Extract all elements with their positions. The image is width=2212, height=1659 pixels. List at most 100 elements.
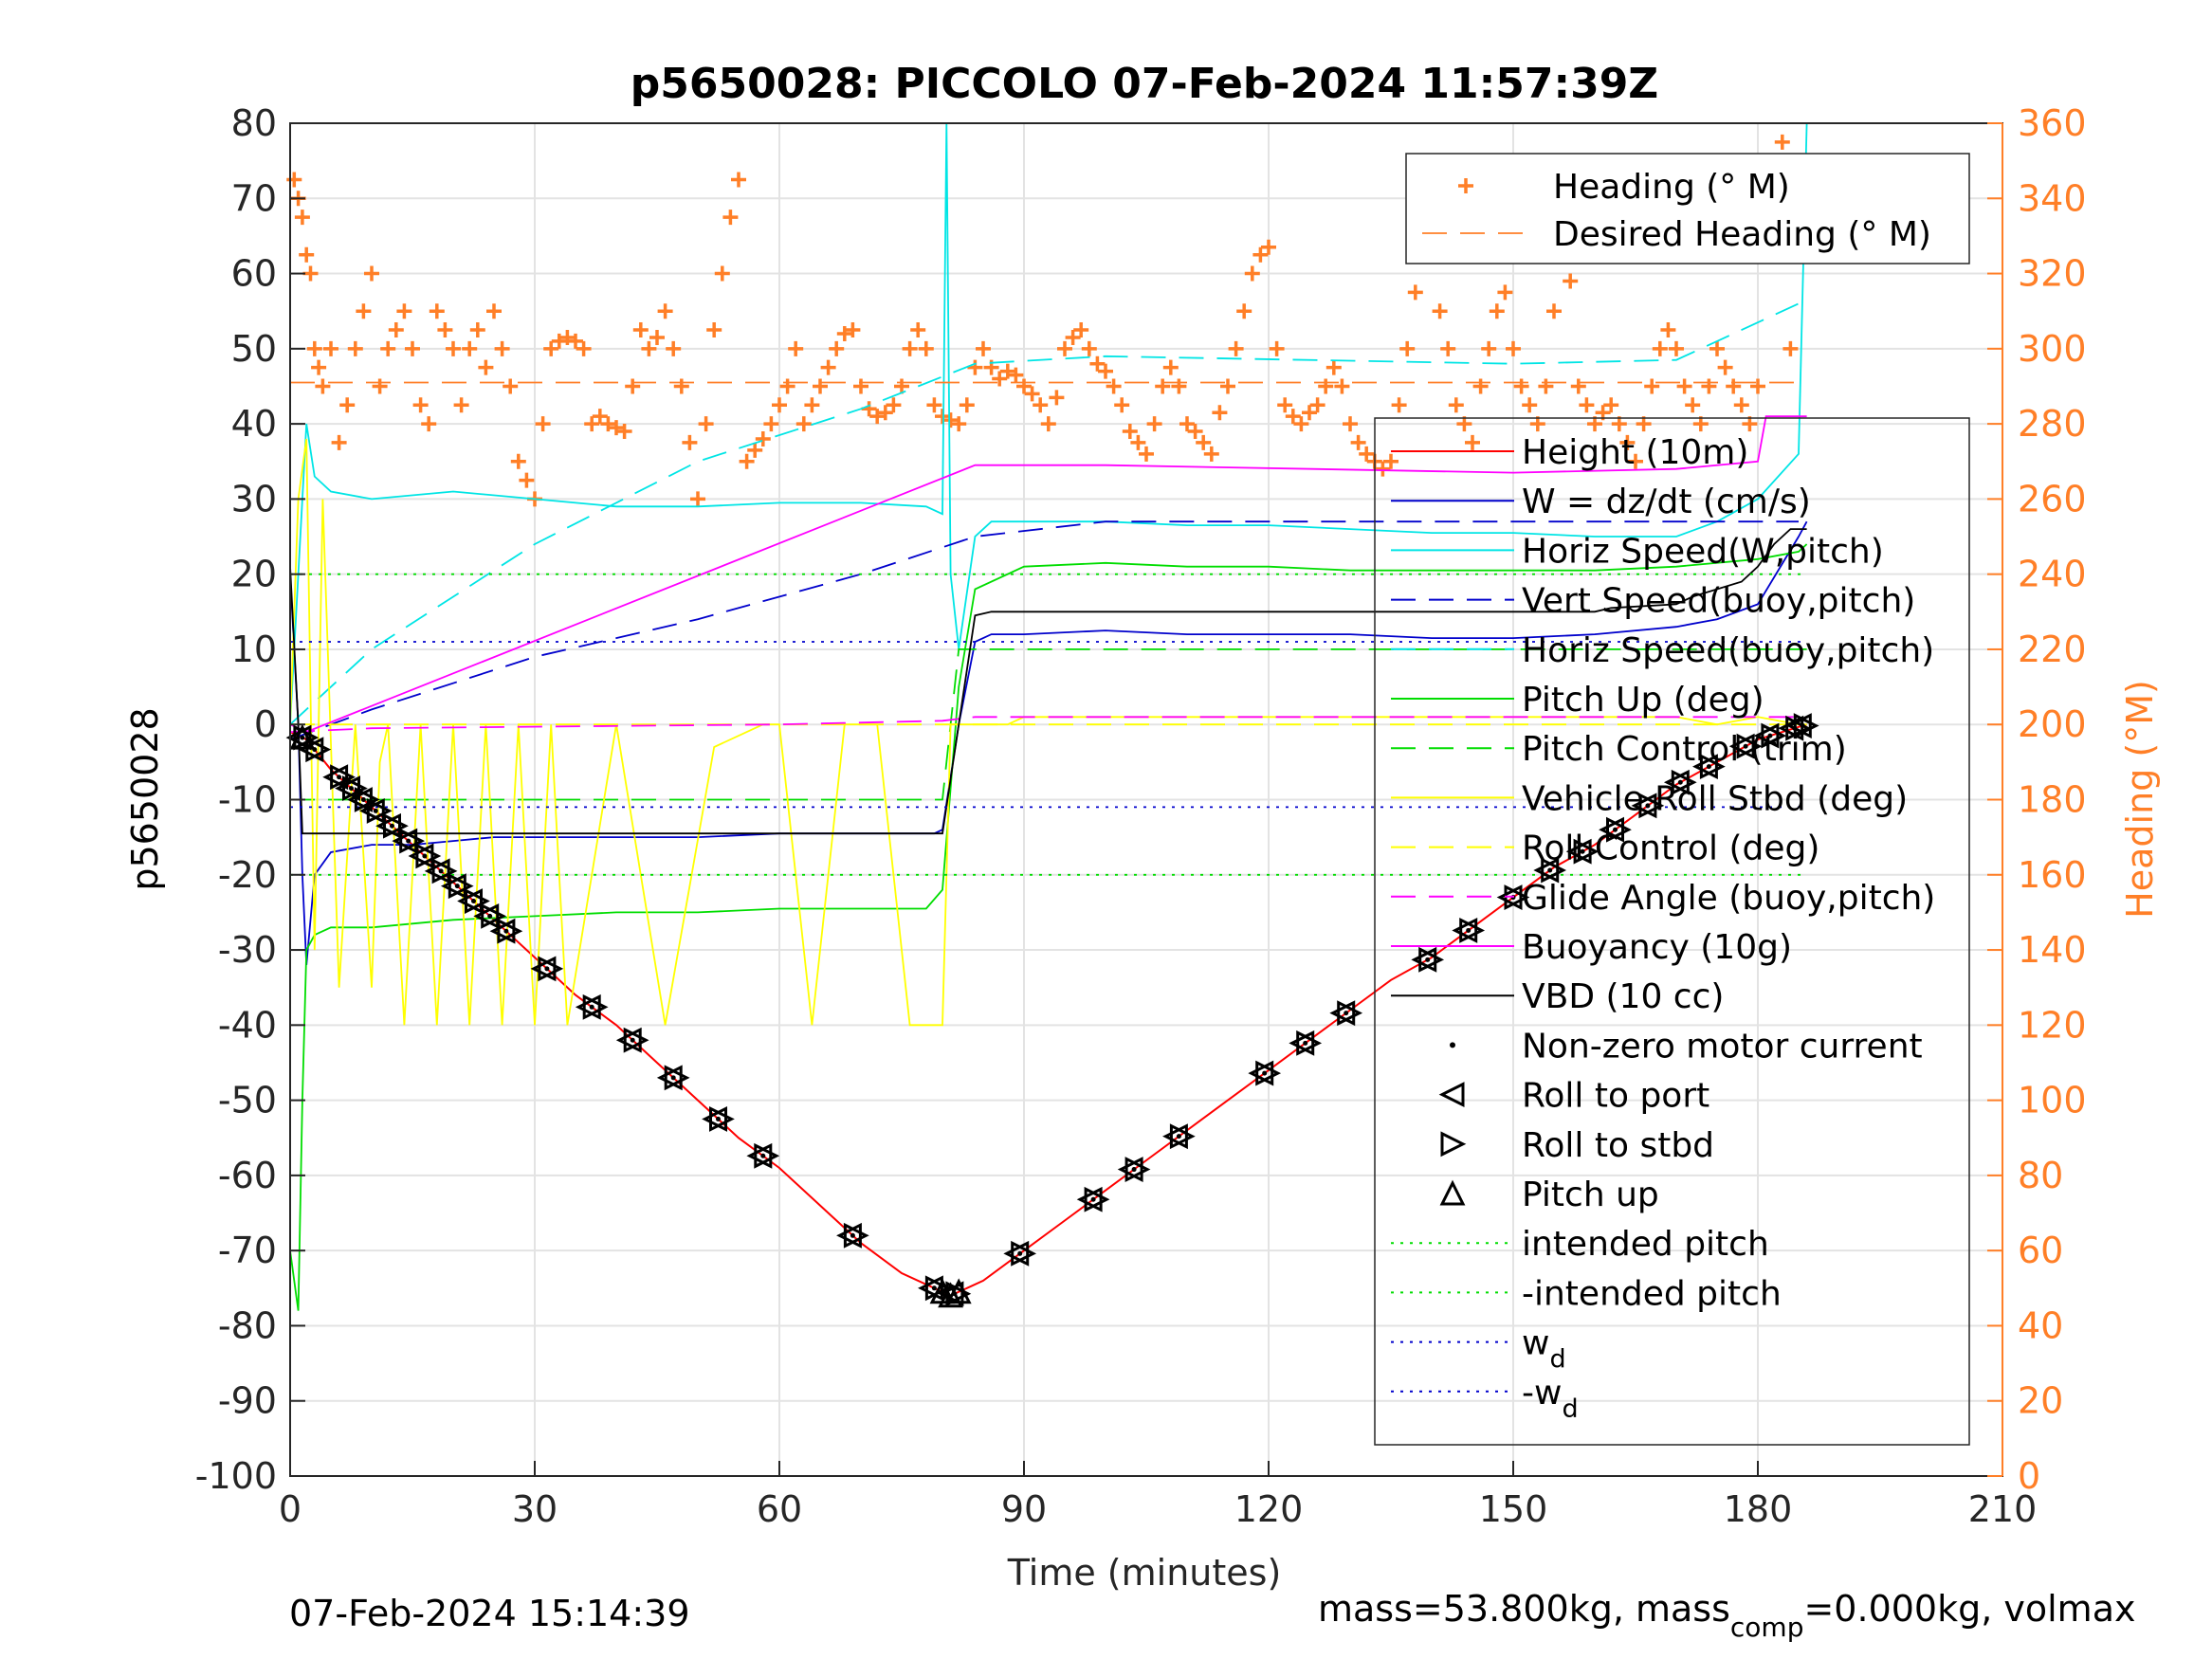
roll-port-marker <box>358 797 385 824</box>
motor-current-dot <box>1580 848 1585 854</box>
heading-point <box>494 340 510 356</box>
heading-point <box>412 397 429 413</box>
legend-label: Glide Angle (buoy,pitch) <box>1522 879 1935 918</box>
series-line <box>289 723 1807 1297</box>
motor-current-dot <box>1090 1196 1096 1202</box>
legend-label: Horiz Speed(W,pitch) <box>1522 532 1884 571</box>
roll-stbd-marker <box>1638 793 1665 819</box>
heading-point <box>1391 397 1407 413</box>
heading-point <box>421 416 437 432</box>
y2-tick-label: 60 <box>2018 1230 2063 1271</box>
roll-stbd-marker <box>623 1027 649 1053</box>
roll-port-marker <box>1599 816 1624 843</box>
y-tick-label: -100 <box>195 1455 277 1497</box>
legend-label: Roll to port <box>1522 1077 1709 1116</box>
heading-point <box>747 442 763 458</box>
legend-label: Pitch Control (trim) <box>1522 730 1847 769</box>
heading-point <box>1293 416 1309 432</box>
heading-point <box>1660 322 1676 338</box>
roll-port-marker <box>440 873 466 900</box>
motor-current-dot <box>670 1075 676 1081</box>
heading-point <box>453 397 469 413</box>
heading-point <box>1742 416 1758 432</box>
heading-point <box>1114 397 1130 413</box>
heading-point <box>894 378 909 394</box>
legend-label: -intended pitch <box>1522 1274 1782 1313</box>
heading-point <box>935 409 950 425</box>
motor-current-dot <box>1466 927 1472 933</box>
roll-port-marker <box>918 1275 943 1302</box>
heading-point <box>1628 453 1643 469</box>
heading-point <box>1285 409 1301 425</box>
roll-port-marker <box>1533 857 1560 884</box>
y2-tick-label: 20 <box>2018 1380 2063 1422</box>
roll-port-marker <box>1663 769 1690 795</box>
heading-point <box>1701 378 1717 394</box>
heading-point <box>315 378 331 394</box>
heading-point <box>1669 340 1684 356</box>
heading-point <box>576 340 592 356</box>
roll-port-marker <box>1496 884 1523 910</box>
motor-current-dot <box>1425 957 1431 962</box>
heading-point <box>1171 378 1187 394</box>
y2-tick-label: 0 <box>2018 1455 2040 1497</box>
heading-point <box>1489 303 1505 319</box>
motor-current-dot <box>390 823 394 829</box>
heading-point <box>1244 265 1260 282</box>
heading-point <box>486 303 502 319</box>
motor-current-dot <box>931 1285 937 1291</box>
y-tick-label: 20 <box>231 554 277 595</box>
heading-point <box>877 405 893 421</box>
heading-point <box>1506 340 1521 356</box>
y2-tick-label: 160 <box>2018 854 2087 896</box>
heading-point <box>306 340 322 356</box>
roll-stbd-marker <box>1418 946 1445 973</box>
roll-stbd-marker <box>354 787 380 812</box>
heading-point <box>999 363 1015 379</box>
legend-label: wd <box>1522 1324 1566 1375</box>
heading-point <box>1049 390 1065 406</box>
roll-port-marker <box>1753 722 1780 749</box>
heading-point <box>1619 434 1636 450</box>
roll-stbd-marker <box>1736 733 1763 759</box>
roll-stbd-marker <box>1337 1000 1363 1027</box>
motor-current-dot <box>487 913 493 919</box>
heading-point <box>1726 378 1742 394</box>
motor-current-dot <box>1017 1250 1023 1256</box>
roll-stbd-marker <box>1573 838 1600 865</box>
heading-series <box>286 135 1799 507</box>
heading-point <box>1081 340 1097 356</box>
motor-current-dot <box>1547 867 1553 873</box>
series-group <box>289 122 1808 1311</box>
heading-point <box>1057 340 1072 356</box>
heading-point <box>1497 284 1513 301</box>
heading-point <box>299 246 315 263</box>
roll-port-marker <box>322 764 349 791</box>
chart-title: p5650028: PICCOLO 07-Feb-2024 11:57:39Z <box>631 60 1658 108</box>
heading-point <box>853 378 868 394</box>
heading-point <box>976 340 991 356</box>
heading-point <box>600 416 616 432</box>
motor-current-dot <box>589 1004 594 1010</box>
roll-stbd-marker <box>465 888 490 914</box>
heading-point <box>1570 378 1586 394</box>
heading-point <box>682 434 698 450</box>
y2-tick-label: 140 <box>2018 929 2087 971</box>
legend-label: Roll Control (deg) <box>1522 830 1819 868</box>
heading-point <box>1563 273 1579 289</box>
heading-point <box>584 416 600 432</box>
heading-point <box>437 322 453 338</box>
roll-stbd-marker <box>1699 754 1726 780</box>
heading-point <box>1065 329 1081 345</box>
y-tick-label: -60 <box>218 1155 277 1196</box>
heading-point <box>649 329 665 345</box>
roll-stbd-marker <box>415 843 442 869</box>
motor-current-dot <box>360 797 366 802</box>
series-line <box>289 716 1807 733</box>
heading-point <box>364 265 379 282</box>
heading-point <box>772 397 787 413</box>
y-axis-label: p5650028 <box>124 707 166 890</box>
roll-stbd-marker <box>1793 713 1819 738</box>
roll-stbd-marker <box>1296 1030 1323 1056</box>
heading-point <box>429 303 445 319</box>
